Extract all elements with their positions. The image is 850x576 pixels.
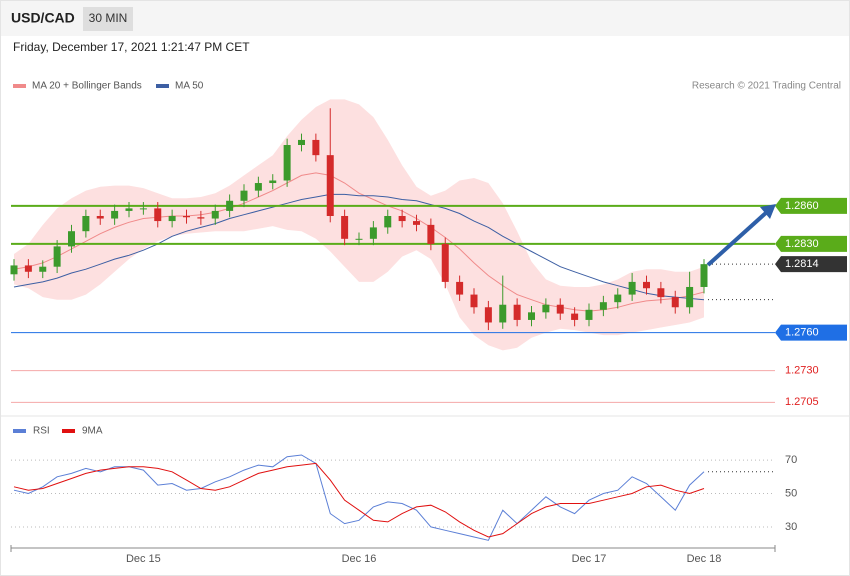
candle-body [226, 200, 234, 211]
level-label: 1.2814 [785, 258, 819, 270]
candle-body [168, 215, 176, 222]
x-tick-label: Dec 16 [342, 553, 377, 565]
candle-body [269, 180, 277, 184]
candle-body [283, 145, 291, 181]
candle-body [556, 304, 564, 314]
level-label-box [775, 197, 847, 214]
level-label: 1.2860 [785, 200, 819, 212]
candle-body [53, 246, 61, 267]
legend-swatch [62, 429, 75, 433]
level-label-box [775, 256, 847, 273]
y-tick-label: 50 [785, 487, 797, 499]
candle-body [111, 210, 119, 219]
candle-body [427, 224, 435, 244]
ma-line [13, 193, 705, 301]
legend-swatch [13, 84, 26, 88]
candle-body [240, 190, 248, 201]
candle-body [298, 139, 305, 146]
candle-body [456, 281, 464, 295]
x-tick-label: Dec 17 [572, 553, 607, 565]
candle-body [657, 288, 665, 298]
timestamp: Friday, December 17, 2021 1:21:47 PM CET [13, 40, 250, 54]
candle-body [254, 183, 262, 191]
candle-body [470, 294, 478, 308]
level-label-box [775, 235, 847, 252]
legend-label: MA 20 + Bollinger Bands [32, 81, 142, 92]
legend-label: 9MA [82, 426, 103, 437]
candle-body [211, 210, 219, 219]
level-label: 1.2830 [785, 238, 819, 250]
rsi-line [13, 462, 705, 538]
candle-body [24, 265, 32, 272]
credit: Research © 2021 Trading Central [692, 81, 841, 92]
candle-body [528, 312, 535, 320]
candle-body [671, 297, 679, 308]
legend-label: MA 50 [175, 81, 204, 92]
candle-body [326, 155, 334, 216]
candle-body [513, 304, 521, 320]
symbol: USD/CAD [11, 10, 75, 26]
candle-body [39, 266, 47, 272]
candle-body [571, 313, 579, 320]
candle-body [139, 208, 147, 210]
candle-body [355, 238, 363, 240]
bollinger-band [14, 99, 704, 351]
candle-body [484, 307, 492, 323]
level-label-box [775, 324, 847, 341]
legend-label: RSI [33, 426, 50, 437]
candle-body [686, 286, 694, 308]
candle-body [614, 294, 622, 303]
level-label: 1.2705 [785, 396, 819, 408]
candle-body [542, 304, 550, 313]
y-tick-label: 30 [785, 521, 797, 533]
timeframe: 30 MIN [89, 11, 128, 25]
candle-body [341, 215, 349, 239]
candle-body [154, 208, 162, 222]
candle-body [599, 302, 607, 310]
candle-body [441, 243, 449, 282]
level-label: 1.2760 [785, 327, 819, 339]
candle-body [125, 208, 133, 211]
candle-body [10, 265, 18, 275]
candle-body [96, 215, 104, 219]
candle-body [183, 215, 190, 218]
candle-body [369, 227, 377, 239]
candle-body [82, 215, 90, 232]
forecast-arrow [706, 209, 770, 267]
header-bar [1, 1, 849, 36]
candle-body [585, 309, 593, 320]
candle-body [398, 215, 406, 222]
candle-body [68, 231, 75, 247]
y-tick-label: 70 [785, 454, 797, 466]
candle-body [628, 281, 636, 295]
legend-swatch [156, 84, 169, 88]
candle-body [384, 215, 392, 228]
candle-body [197, 217, 205, 219]
candle-body [312, 139, 320, 156]
candle-body [413, 221, 420, 225]
level-label: 1.2730 [785, 365, 819, 377]
forecast-arrowhead [760, 204, 776, 219]
x-tick-label: Dec 18 [687, 553, 722, 565]
timeframe-box [83, 7, 133, 31]
x-tick-label: Dec 15 [126, 553, 161, 565]
candle-body [700, 264, 708, 287]
candle-body [643, 281, 650, 289]
candle-body [499, 304, 507, 323]
legend-swatch [13, 429, 26, 433]
